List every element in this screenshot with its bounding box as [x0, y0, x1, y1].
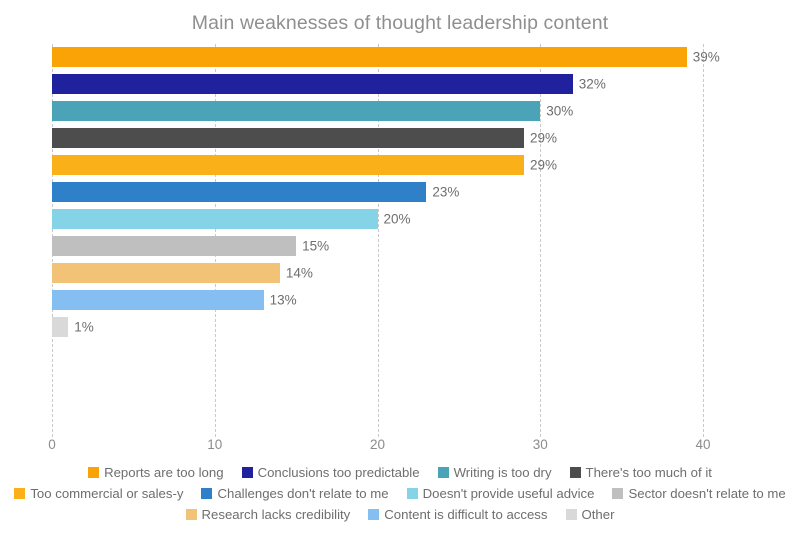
bar-value-label: 39% — [692, 49, 720, 65]
legend-swatch-icon — [201, 488, 213, 499]
legend-item[interactable]: Other — [565, 507, 615, 522]
legend-label: Content is difficult to access — [384, 507, 548, 522]
bar[interactable] — [52, 128, 524, 148]
legend-row: Research lacks credibility Content is dif… — [0, 504, 800, 525]
bar[interactable] — [52, 74, 573, 94]
legend-label: Too commercial or sales-y — [30, 486, 184, 501]
legend-label: Challenges don't relate to me — [217, 486, 389, 501]
bar-value-label: 20% — [383, 211, 411, 227]
legend-item[interactable]: Research lacks credibility — [185, 507, 351, 522]
legend-item[interactable]: Writing is too dry — [437, 465, 552, 480]
x-tick-label: 30 — [532, 437, 548, 452]
gridline-40 — [703, 44, 704, 437]
bar[interactable] — [52, 263, 280, 283]
bar-row[interactable]: 1% — [52, 317, 703, 337]
bar-row[interactable]: 29% — [52, 128, 703, 148]
bar-value-label: 29% — [529, 130, 557, 146]
bar-row[interactable]: 23% — [52, 182, 703, 202]
bar-row[interactable]: 14% — [52, 263, 703, 283]
bar-value-label: 32% — [578, 76, 606, 92]
bar-value-label: 15% — [302, 238, 330, 254]
legend-label: Research lacks credibility — [201, 507, 351, 522]
legend-label: Doesn't provide useful advice — [422, 486, 595, 501]
legend-item[interactable]: Challenges don't relate to me — [201, 486, 389, 501]
bar[interactable] — [52, 101, 541, 121]
bar-value-label: 14% — [285, 265, 313, 281]
legend-label: Writing is too dry — [453, 465, 552, 480]
bar-row[interactable]: 13% — [52, 290, 703, 310]
chart-title: Main weaknesses of thought leadership co… — [191, 12, 609, 34]
bar[interactable] — [52, 236, 297, 256]
legend-swatch-icon — [569, 467, 581, 478]
bar-row[interactable]: 30% — [52, 101, 703, 121]
legend-row: Reports are too long Conclusions too pred… — [0, 462, 800, 483]
x-tick-label: 10 — [207, 437, 223, 452]
bar[interactable] — [52, 290, 264, 310]
legend-swatch-icon — [406, 488, 418, 499]
bar[interactable] — [52, 155, 524, 175]
bar[interactable] — [52, 182, 427, 202]
legend-item[interactable]: Conclusions too predictable — [241, 465, 420, 480]
legend-label: There's too much of it — [585, 465, 712, 480]
bar[interactable] — [52, 209, 378, 229]
legend-label: Other — [581, 507, 615, 522]
legend-swatch-icon — [612, 488, 624, 499]
x-axis: 0 10 20 30 40 — [0, 437, 800, 459]
legend-label: Reports are too long — [104, 465, 224, 480]
plot-area: 39% 32% 30% 29% 29% 23% 20% 15% 14% 13% 1% — [52, 44, 720, 437]
legend-swatch-icon — [14, 488, 26, 499]
bar-row[interactable]: 29% — [52, 155, 703, 175]
bar[interactable] — [52, 47, 687, 67]
x-tick-label: 20 — [369, 437, 386, 452]
legend-swatch-icon — [88, 467, 100, 478]
legend-item[interactable]: Doesn't provide useful advice — [406, 486, 595, 501]
legend-swatch-icon — [565, 509, 577, 520]
legend-item[interactable]: Sector doesn't relate to me — [612, 486, 786, 501]
bar-row[interactable]: 39% — [52, 47, 720, 67]
legend-item[interactable]: Too commercial or sales-y — [14, 486, 183, 501]
legend-label: Sector doesn't relate to me — [628, 486, 786, 501]
legend-swatch-icon — [185, 509, 197, 520]
bar-value-label: 29% — [529, 157, 557, 173]
legend-row: Too commercial or sales-y Challenges don'… — [0, 483, 800, 504]
bar-row[interactable]: 20% — [52, 209, 703, 229]
bar-value-label: 23% — [432, 184, 460, 200]
bar-row[interactable]: 32% — [52, 74, 703, 94]
x-tick-label: 0 — [48, 437, 56, 452]
legend-item[interactable]: Content is difficult to access — [368, 507, 548, 522]
x-tick-label: 40 — [695, 437, 711, 452]
bar-row[interactable]: 15% — [52, 236, 703, 256]
gridline-20 — [377, 44, 379, 437]
chart-legend: Reports are too long Conclusions too pred… — [0, 462, 800, 525]
legend-item[interactable]: Reports are too long — [88, 465, 224, 480]
legend-label: Conclusions too predictable — [257, 465, 420, 480]
bar[interactable] — [52, 317, 69, 337]
legend-swatch-icon — [437, 467, 449, 478]
legend-swatch-icon — [368, 509, 380, 520]
bar-value-label: 1% — [74, 319, 94, 335]
legend-swatch-icon — [241, 467, 253, 478]
bar-value-label: 30% — [546, 103, 574, 119]
gridline-30 — [540, 44, 542, 437]
legend-item[interactable]: There's too much of it — [569, 465, 712, 480]
bar-value-label: 13% — [269, 292, 297, 308]
